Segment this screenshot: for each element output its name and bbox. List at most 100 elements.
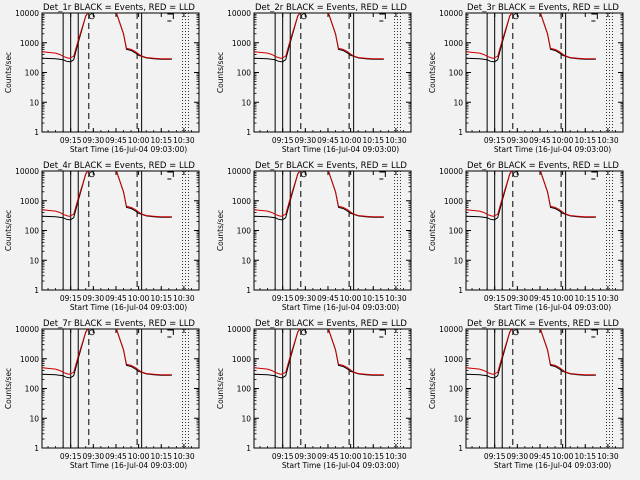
x-tick-label: 10:00 [552,452,574,461]
circle-marker [88,13,95,20]
plot-frame [465,328,624,449]
panel-title: Det_2r BLACK = Events, RED = LLD [255,3,407,13]
panel-title: Det_8r BLACK = Events, RED = LLD [255,319,407,329]
y-tick-label: 10000 [439,167,463,176]
series-group [254,13,384,63]
bracket-marker [591,13,598,22]
chart-panel-8: Det_8r BLACK = Events, RED = LLD Counts/s… [216,319,412,470]
bracket-marker [167,171,174,180]
series-lld [254,329,384,376]
y-tick-label: 10000 [439,325,463,334]
x-axis-label: Start Time (16-Jul-04 09:03:00) [494,303,611,312]
x-tick-label: 09:45 [105,294,127,303]
series-events [42,171,172,221]
x-tick-label: 10:30 [173,294,195,303]
x-tick-label: 10:15 [574,136,596,145]
panel-title: Det_9r BLACK = Events, RED = LLD [467,319,619,329]
y-tick-label: 1000 [444,39,463,48]
x-tick-label: 09:30 [83,452,105,461]
series-group [42,13,172,63]
x-tick-label: 09:45 [105,136,127,145]
x-tick-label: 09:30 [295,294,317,303]
y-tick-label: 10 [241,98,251,107]
x-tick-label: 09:45 [529,452,551,461]
y-tick-label: 1000 [444,355,463,364]
series-group [466,171,596,221]
x-tick-label: 10:00 [340,452,362,461]
chart-panel-4: Det_4r BLACK = Events, RED = LLD Counts/s… [4,161,200,312]
plot-frame [253,170,412,291]
x-tick-label: 10:15 [150,452,172,461]
y-tick-label: 10000 [227,167,251,176]
x-tick-label: 09:45 [105,452,127,461]
x-tick-label: 10:30 [597,294,619,303]
y-tick-label: 10 [29,256,39,265]
circle-marker [512,329,519,336]
y-tick-label: 10000 [15,9,39,18]
x-axis-label: Start Time (16-Jul-04 09:03:00) [70,461,187,470]
x-tick-label: 10:30 [385,294,407,303]
y-tick-label: 10 [29,414,39,423]
x-tick-label: 10:00 [552,294,574,303]
chart-panel-9: Det_9r BLACK = Events, RED = LLD Counts/s… [428,319,624,470]
y-tick-label: 10000 [15,167,39,176]
y-tick-label: 10000 [227,325,251,334]
x-tick-label: 10:30 [597,452,619,461]
x-tick-label: 09:45 [529,136,551,145]
y-tick-label: 100 [449,385,464,394]
x-axis-label: Start Time (16-Jul-04 09:03:00) [282,303,399,312]
x-axis-label: Start Time (16-Jul-04 09:03:00) [70,145,187,154]
y-tick-label: 10 [453,98,463,107]
chart-panel-1: Det_1r BLACK = Events, RED = LLD Counts/s… [4,3,200,154]
series-group [254,171,384,221]
x-tick-label: 10:30 [173,452,195,461]
plot-frame [465,170,624,291]
x-tick-label: 09:45 [529,294,551,303]
panel-title: Det_6r BLACK = Events, RED = LLD [467,161,619,171]
series-events [254,13,384,63]
x-tick-label: 10:00 [128,136,150,145]
y-axis-label: Counts/sec [4,210,13,251]
circle-marker [88,171,95,178]
series-group [466,329,596,379]
x-tick-label: 09:15 [60,452,82,461]
x-tick-label: 10:15 [574,294,596,303]
x-tick-label: 10:15 [362,294,384,303]
series-events [254,171,384,221]
series-events [466,13,596,63]
x-tick-label: 10:00 [128,452,150,461]
panel-title: Det_3r BLACK = Events, RED = LLD [467,3,619,13]
circle-marker [512,171,519,178]
y-tick-label: 100 [237,227,252,236]
bracket-marker [379,171,386,180]
plot-frame [41,328,200,449]
circle-marker [300,329,307,336]
y-tick-label: 1000 [20,39,39,48]
x-tick-label: 09:15 [60,136,82,145]
y-axis-label: Counts/sec [216,52,225,93]
series-lld [254,171,384,218]
x-tick-label: 09:30 [295,136,317,145]
bracket-marker [167,13,174,22]
panel-title: Det_5r BLACK = Events, RED = LLD [255,161,407,171]
y-tick-label: 100 [237,385,252,394]
circle-marker [300,171,307,178]
y-tick-label: 1 [246,286,251,295]
bracket-marker [167,329,174,338]
x-tick-label: 10:15 [574,452,596,461]
plot-frame [465,12,624,133]
bracket-marker [591,329,598,338]
y-axis-label: Counts/sec [4,52,13,93]
y-tick-label: 100 [25,227,40,236]
x-axis-label: Start Time (16-Jul-04 09:03:00) [282,461,399,470]
x-tick-label: 09:15 [272,294,294,303]
x-axis-label: Start Time (16-Jul-04 09:03:00) [70,303,187,312]
x-tick-label: 10:30 [597,136,619,145]
series-events [466,329,596,379]
series-events [254,329,384,379]
y-axis-label: Counts/sec [4,368,13,409]
x-axis-label: Start Time (16-Jul-04 09:03:00) [282,145,399,154]
series-lld [466,329,596,376]
x-tick-label: 09:15 [272,452,294,461]
y-tick-label: 1 [34,286,39,295]
